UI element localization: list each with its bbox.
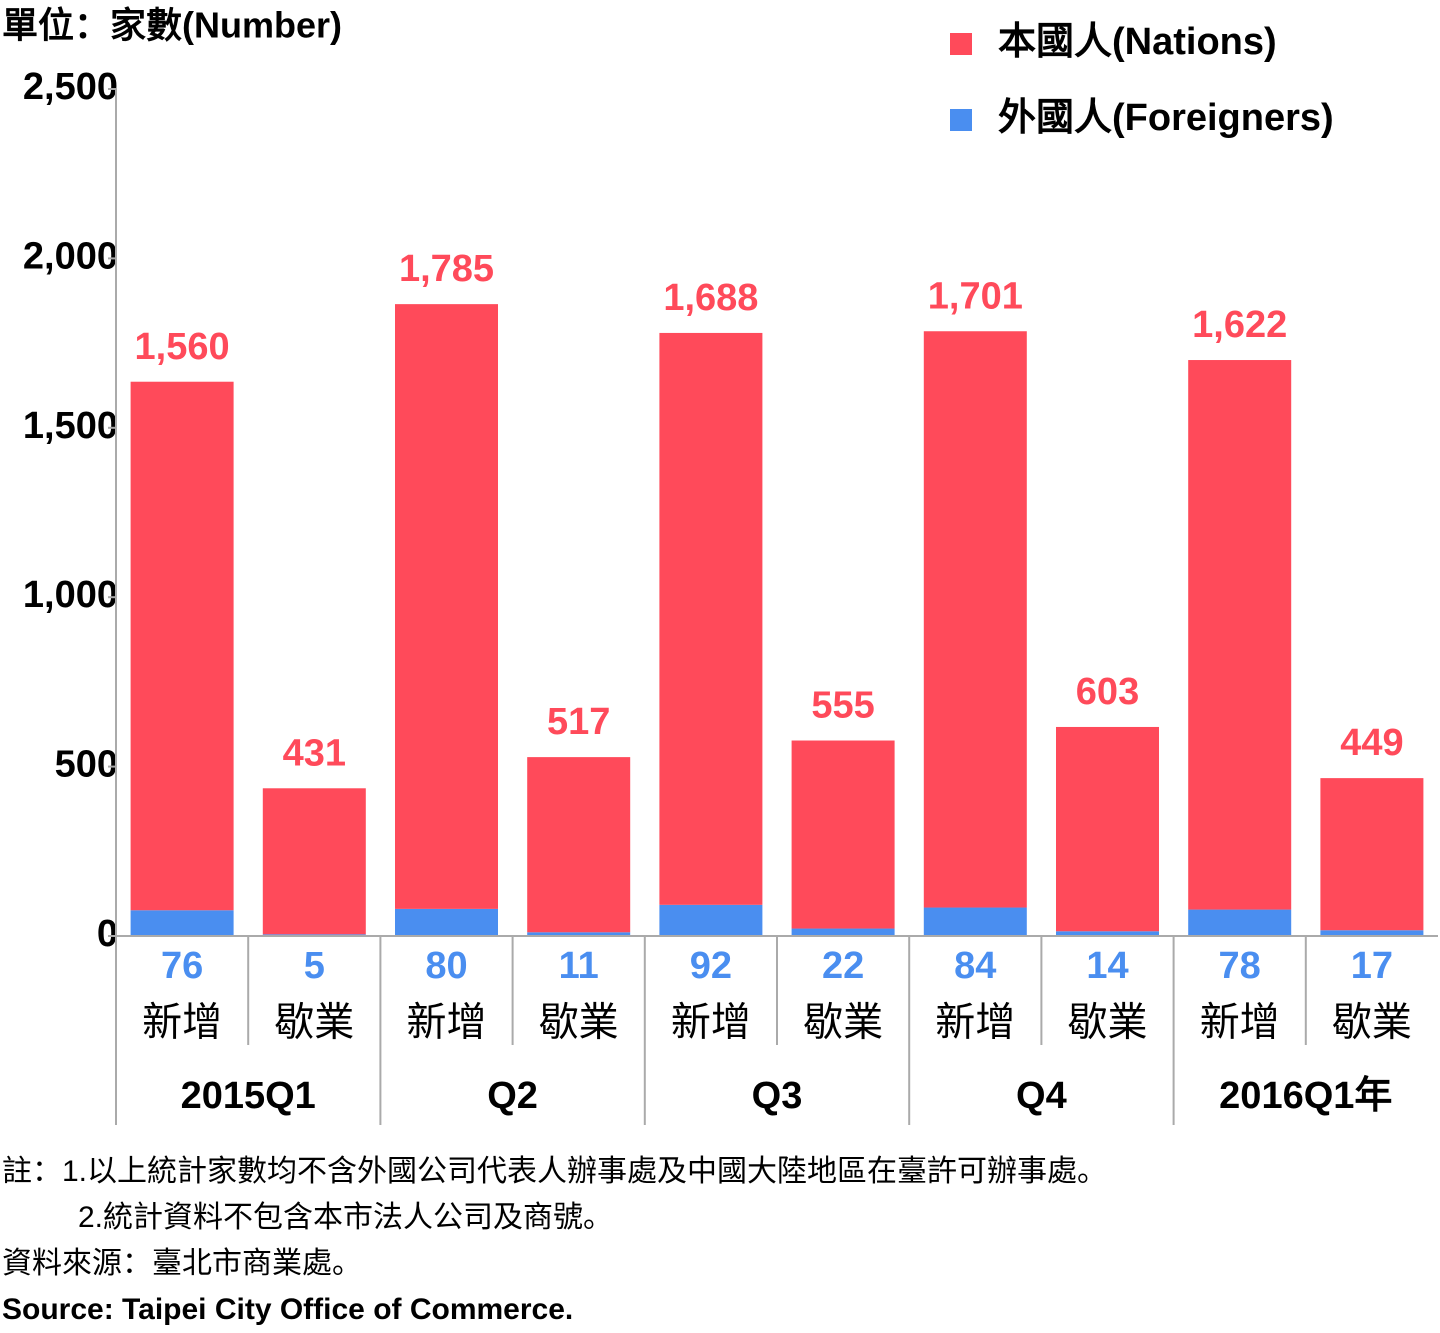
y-tick-label: 500	[55, 744, 118, 786]
x-tick-label: 歇業	[1068, 1001, 1148, 1045]
y-tick-label: 1,000	[23, 574, 118, 616]
value-label: 84	[954, 945, 996, 987]
value-label: 76	[161, 945, 203, 987]
value-label: 80	[425, 945, 467, 987]
value-label: 92	[690, 945, 732, 987]
value-label: 449	[1340, 722, 1403, 764]
bar	[1320, 930, 1424, 936]
group-label: Q4	[1016, 1075, 1067, 1117]
note: 2.統計資料不包含本市法人公司及商號。	[78, 1201, 613, 1234]
value-label: 1,701	[928, 275, 1023, 317]
bar	[527, 757, 631, 933]
bar	[395, 304, 498, 909]
legend-swatch	[950, 33, 972, 55]
x-tick-label: 歇業	[539, 1001, 619, 1045]
x-tick-label: 新增	[407, 1001, 487, 1045]
value-label: 517	[547, 701, 610, 743]
legend-label: 本國人(Nations)	[998, 21, 1277, 63]
legend-label: 外國人(Foreigners)	[998, 97, 1334, 139]
source: Source: Taipei City Office of Commerce.	[2, 1293, 573, 1326]
note: 註：1.以上統計家數均不含外國公司代表人辦事處及中國大陸地區在臺許可辦事處。	[2, 1155, 1107, 1188]
group-label: Q2	[487, 1075, 538, 1117]
x-tick-label: 新增	[671, 1001, 751, 1045]
value-label: 11	[559, 945, 599, 987]
value-label: 22	[822, 945, 864, 987]
value-label: 1,785	[399, 248, 494, 290]
value-label: 431	[283, 732, 346, 774]
bar	[395, 908, 498, 936]
value-label: 603	[1076, 671, 1139, 713]
bar	[527, 932, 631, 936]
bar	[659, 332, 763, 905]
x-tick-label: 新增	[1200, 1001, 1280, 1045]
value-label: 555	[811, 685, 874, 727]
x-tick-label: 新增	[142, 1001, 222, 1045]
value-label: 14	[1086, 945, 1128, 987]
bar	[1320, 778, 1424, 931]
unit-label: 單位：家數(Number)	[2, 5, 342, 46]
y-tick-label: 2,500	[23, 66, 118, 108]
value-label: 78	[1219, 945, 1261, 987]
y-tick-label: 1,500	[23, 405, 118, 447]
bar	[1188, 360, 1292, 910]
value-label: 1,622	[1192, 304, 1287, 346]
legend-swatch	[950, 109, 972, 131]
x-tick-label: 歇業	[274, 1001, 354, 1045]
y-tick-label: 2,000	[23, 235, 118, 277]
bar	[1056, 931, 1159, 936]
value-label: 1,688	[663, 277, 758, 319]
bar	[262, 788, 366, 935]
value-label: 17	[1351, 945, 1393, 987]
bar	[923, 331, 1027, 908]
source: 資料來源：臺北市商業處。	[2, 1247, 362, 1280]
group-label: 2016Q1年	[1219, 1075, 1392, 1117]
y-tick-label: 0	[97, 913, 118, 955]
group-label: Q3	[752, 1075, 803, 1117]
bar	[659, 904, 763, 936]
group-label: 2015Q1	[181, 1075, 316, 1117]
bar	[130, 381, 234, 911]
bar	[923, 907, 1027, 936]
bar	[1188, 909, 1292, 936]
bar	[791, 928, 895, 936]
value-label: 1,560	[135, 326, 230, 368]
bar	[791, 740, 895, 929]
value-label: 5	[304, 945, 325, 987]
x-tick-label: 歇業	[803, 1001, 883, 1045]
bar	[130, 910, 234, 936]
x-tick-label: 歇業	[1332, 1001, 1412, 1045]
bar	[1056, 726, 1159, 932]
x-tick-label: 新增	[935, 1001, 1015, 1045]
